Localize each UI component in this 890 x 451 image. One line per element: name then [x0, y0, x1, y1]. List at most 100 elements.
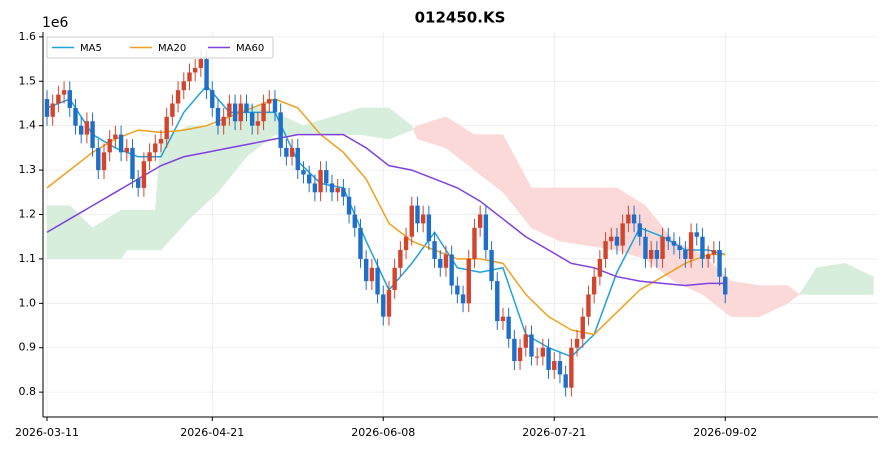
candle-body: [306, 174, 312, 184]
candle-body: [398, 250, 403, 268]
candle-body: [78, 125, 84, 135]
candle-body: [723, 276, 728, 295]
cloud-segment: [816, 263, 846, 295]
y-tick-label: 1.2: [19, 208, 37, 221]
candle-body: [164, 116, 169, 140]
offset-label: 1e6: [42, 15, 69, 31]
candle-body: [381, 294, 386, 317]
candle-body: [466, 258, 471, 304]
candle-body: [369, 267, 375, 282]
candle-body: [56, 94, 61, 104]
candle-body: [261, 103, 266, 122]
candle-body: [432, 241, 437, 259]
candle-body: [694, 232, 699, 237]
candle-body: [546, 347, 551, 370]
ma-line: [46, 133, 726, 287]
candle-body: [363, 258, 369, 282]
candle-body: [204, 59, 209, 91]
candle-body: [489, 250, 494, 282]
candle-body: [683, 250, 688, 259]
candle-body: [700, 236, 705, 259]
candle-body: [249, 112, 255, 126]
candle-body: [118, 134, 124, 153]
candle-body: [73, 107, 78, 126]
candle-body: [438, 258, 443, 268]
candle-body: [158, 139, 164, 144]
candles: [44, 50, 728, 397]
candle-body: [603, 241, 608, 259]
candle-body: [540, 347, 546, 357]
candle-body: [107, 139, 112, 153]
candle-body: [455, 285, 460, 295]
candle-body: [591, 276, 597, 295]
candle-body: [244, 103, 249, 113]
y-tick-label: 1.4: [19, 119, 37, 132]
candle-body: [529, 334, 534, 357]
candle-body: [631, 214, 637, 224]
candle-body: [181, 81, 186, 91]
candle-body: [552, 361, 557, 370]
candle-body: [637, 223, 642, 237]
candle-body: [335, 187, 340, 193]
legend: MA5 MA20 MA60: [46, 36, 274, 59]
candle-body: [654, 250, 660, 259]
candle-body: [671, 241, 677, 246]
candle-body: [221, 116, 226, 126]
candle-body: [574, 338, 580, 348]
candle-body: [352, 214, 357, 228]
y-tick-label: 1.3: [19, 163, 37, 176]
cloud-segment: [730, 280, 760, 317]
x-tick-label: 2026-09-02: [693, 426, 757, 439]
candle-body: [569, 347, 574, 388]
candle-body: [420, 214, 426, 224]
candle-body: [443, 254, 449, 268]
candle-body: [677, 245, 682, 251]
candle-body: [586, 294, 591, 317]
candle-body: [472, 227, 477, 259]
axes: 0.8 0.9 1.0 1.1 1.2 1.3 1.4 1.5 1.6 2026-03-11 202…: [15, 30, 878, 439]
candle-body: [227, 103, 232, 117]
candle-body: [477, 214, 483, 228]
candle-body: [609, 236, 614, 242]
candle-body: [84, 121, 90, 135]
y-tick-label: 1.1: [19, 252, 37, 265]
candle-body: [170, 103, 175, 117]
cloud-segment: [126, 209, 156, 251]
candle-body: [580, 316, 585, 339]
candle-body: [210, 90, 215, 108]
candle-body: [289, 147, 295, 157]
candle-body: [44, 99, 50, 117]
candle-body: [346, 196, 352, 215]
cloud-segment: [120, 209, 128, 260]
candle-body: [460, 294, 466, 304]
candle-body: [666, 236, 671, 242]
candle-body: [141, 161, 147, 188]
candle-body: [147, 152, 152, 162]
candle-body: [272, 99, 278, 113]
candle-body: [295, 147, 300, 171]
candle-body: [512, 338, 517, 362]
candle-body: [341, 187, 346, 197]
candle-body: [563, 374, 568, 388]
candle-body: [124, 147, 129, 153]
cloud-segment: [46, 205, 71, 260]
candle-body: [90, 121, 95, 148]
chart-title: 012450.KS: [415, 9, 506, 27]
candle-body: [61, 90, 67, 95]
candle-body: [113, 134, 118, 140]
candle-body: [495, 281, 500, 322]
y-tick-label: 1.0: [19, 296, 37, 309]
candle-body: [96, 147, 101, 171]
candle-body: [215, 107, 221, 126]
candle-body: [392, 267, 397, 290]
candle-body: [375, 267, 380, 295]
candle-body: [523, 334, 528, 348]
candle-body: [620, 223, 625, 246]
cloud-segment: [559, 187, 589, 246]
candle-body: [449, 254, 454, 286]
legend-label: MA5: [80, 43, 102, 54]
cloud-segment: [844, 262, 874, 295]
legend-label: MA60: [236, 43, 264, 54]
y-tick-label: 0.9: [19, 341, 37, 354]
